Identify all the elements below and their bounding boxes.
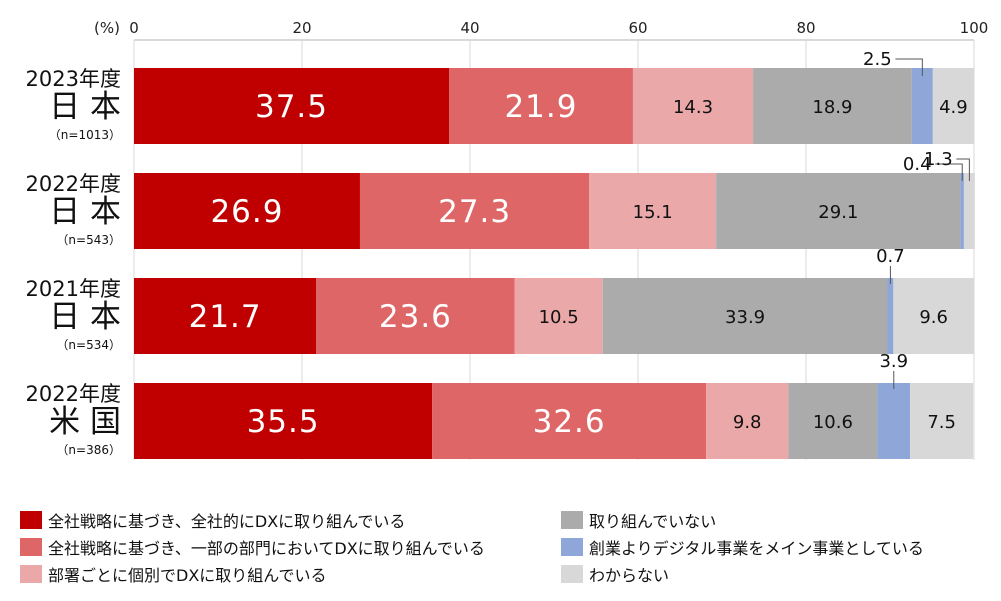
callout-line	[956, 158, 970, 181]
bar-segment	[716, 173, 961, 249]
data-label: 26.9	[210, 194, 283, 230]
bar-segment	[449, 68, 633, 144]
legend-label: わからない	[589, 566, 670, 585]
data-label: 1.3	[924, 149, 953, 170]
x-tick-label: 20	[292, 19, 311, 37]
bar-segment	[632, 68, 754, 144]
legend-label: 全社戦略に基づき、全社的にDXに取り組んでいる	[48, 512, 406, 531]
bar-segment	[432, 383, 707, 459]
legend-swatch	[561, 538, 583, 556]
bar-segment	[910, 383, 974, 459]
legend-swatch	[20, 538, 42, 556]
category-n: （n=1013）	[49, 128, 121, 142]
x-tick-label: 100	[960, 19, 989, 37]
bar-segment	[316, 278, 515, 354]
legend-item: 全社戦略に基づき、一部の部門においてDXに取り組んでいる	[20, 535, 485, 559]
x-tick-label: 60	[628, 19, 647, 37]
category-year: 2021年度	[26, 277, 121, 301]
bar-segment	[134, 173, 360, 249]
callout-line	[935, 163, 963, 181]
data-label: 7.5	[927, 412, 956, 433]
bar-segment	[960, 173, 964, 249]
bar-segment	[134, 383, 433, 459]
bar-segment	[514, 278, 603, 354]
data-label: 21.9	[504, 89, 577, 125]
legend-label: 全社戦略に基づき、一部の部門においてDXに取り組んでいる	[48, 539, 485, 558]
legend-swatch	[561, 565, 583, 583]
bar-segment	[359, 173, 590, 249]
legend-item: 取り組んでいない	[561, 508, 716, 532]
category-year: 2023年度	[26, 67, 121, 91]
data-label: 9.8	[733, 412, 762, 433]
category-country: 日 本	[49, 299, 121, 335]
legend-swatch	[20, 565, 42, 583]
data-label: 29.1	[818, 202, 858, 223]
legend-label: 部署ごとに個別でDXに取り組んでいる	[48, 566, 327, 585]
data-label: 2.5	[863, 49, 892, 70]
category-country: 米 国	[49, 404, 121, 440]
category-n: （n=543）	[56, 233, 121, 247]
bar-segment	[911, 68, 933, 144]
category-n: （n=534）	[56, 338, 121, 352]
data-label: 10.6	[813, 412, 853, 433]
bar-segment	[788, 383, 878, 459]
bar-segment	[134, 68, 449, 144]
bar-segment	[932, 68, 974, 144]
bar-segment	[963, 173, 975, 249]
bar-segment	[887, 278, 894, 354]
data-label: 15.1	[633, 202, 673, 223]
legend-swatch	[561, 511, 583, 529]
category-country: 日 本	[49, 194, 121, 230]
bar-segment	[589, 173, 717, 249]
data-label: 9.6	[919, 307, 948, 328]
x-tick-label: 0	[129, 19, 139, 37]
legend-label: 取り組んでいない	[589, 512, 717, 531]
legend-item: 部署ごとに個別でDXに取り組んでいる	[20, 562, 326, 586]
bar-segment	[706, 383, 789, 459]
data-label: 4.9	[939, 97, 968, 118]
category-country: 日 本	[49, 89, 121, 125]
legend-label: 創業よりデジタル事業をメイン事業としている	[589, 539, 924, 558]
bar-segment	[877, 383, 911, 459]
data-label: 32.6	[533, 404, 606, 440]
legend-swatch	[20, 511, 42, 529]
data-label: 21.7	[189, 299, 262, 335]
data-label: 0.4	[903, 154, 932, 175]
x-tick-label: 40	[460, 19, 479, 37]
x-tick-label: 80	[796, 19, 815, 37]
data-label: 14.3	[673, 97, 713, 118]
data-label: 37.5	[255, 89, 328, 125]
data-label: 3.9	[879, 351, 908, 372]
data-label: 27.3	[438, 194, 511, 230]
data-label: 33.9	[725, 307, 765, 328]
legend-item: 創業よりデジタル事業をメイン事業としている	[561, 535, 924, 559]
category-year: 2022年度	[26, 172, 121, 196]
data-label: 18.9	[812, 97, 852, 118]
data-label: 10.5	[539, 307, 579, 328]
bar-segment	[134, 278, 317, 354]
callout-line	[895, 58, 923, 76]
data-label: 0.7	[876, 246, 905, 267]
bar-segment	[893, 278, 974, 354]
legend-item: 全社戦略に基づき、全社的にDXに取り組んでいる	[20, 508, 405, 532]
category-year: 2022年度	[26, 382, 121, 406]
legend-item: わからない	[561, 562, 669, 586]
data-label: 23.6	[379, 299, 452, 335]
bar-segment	[602, 278, 888, 354]
category-n: （n=386）	[56, 443, 121, 457]
data-label: 35.5	[247, 404, 320, 440]
bar-segment	[753, 68, 912, 144]
unit-label: (%)	[94, 19, 120, 37]
